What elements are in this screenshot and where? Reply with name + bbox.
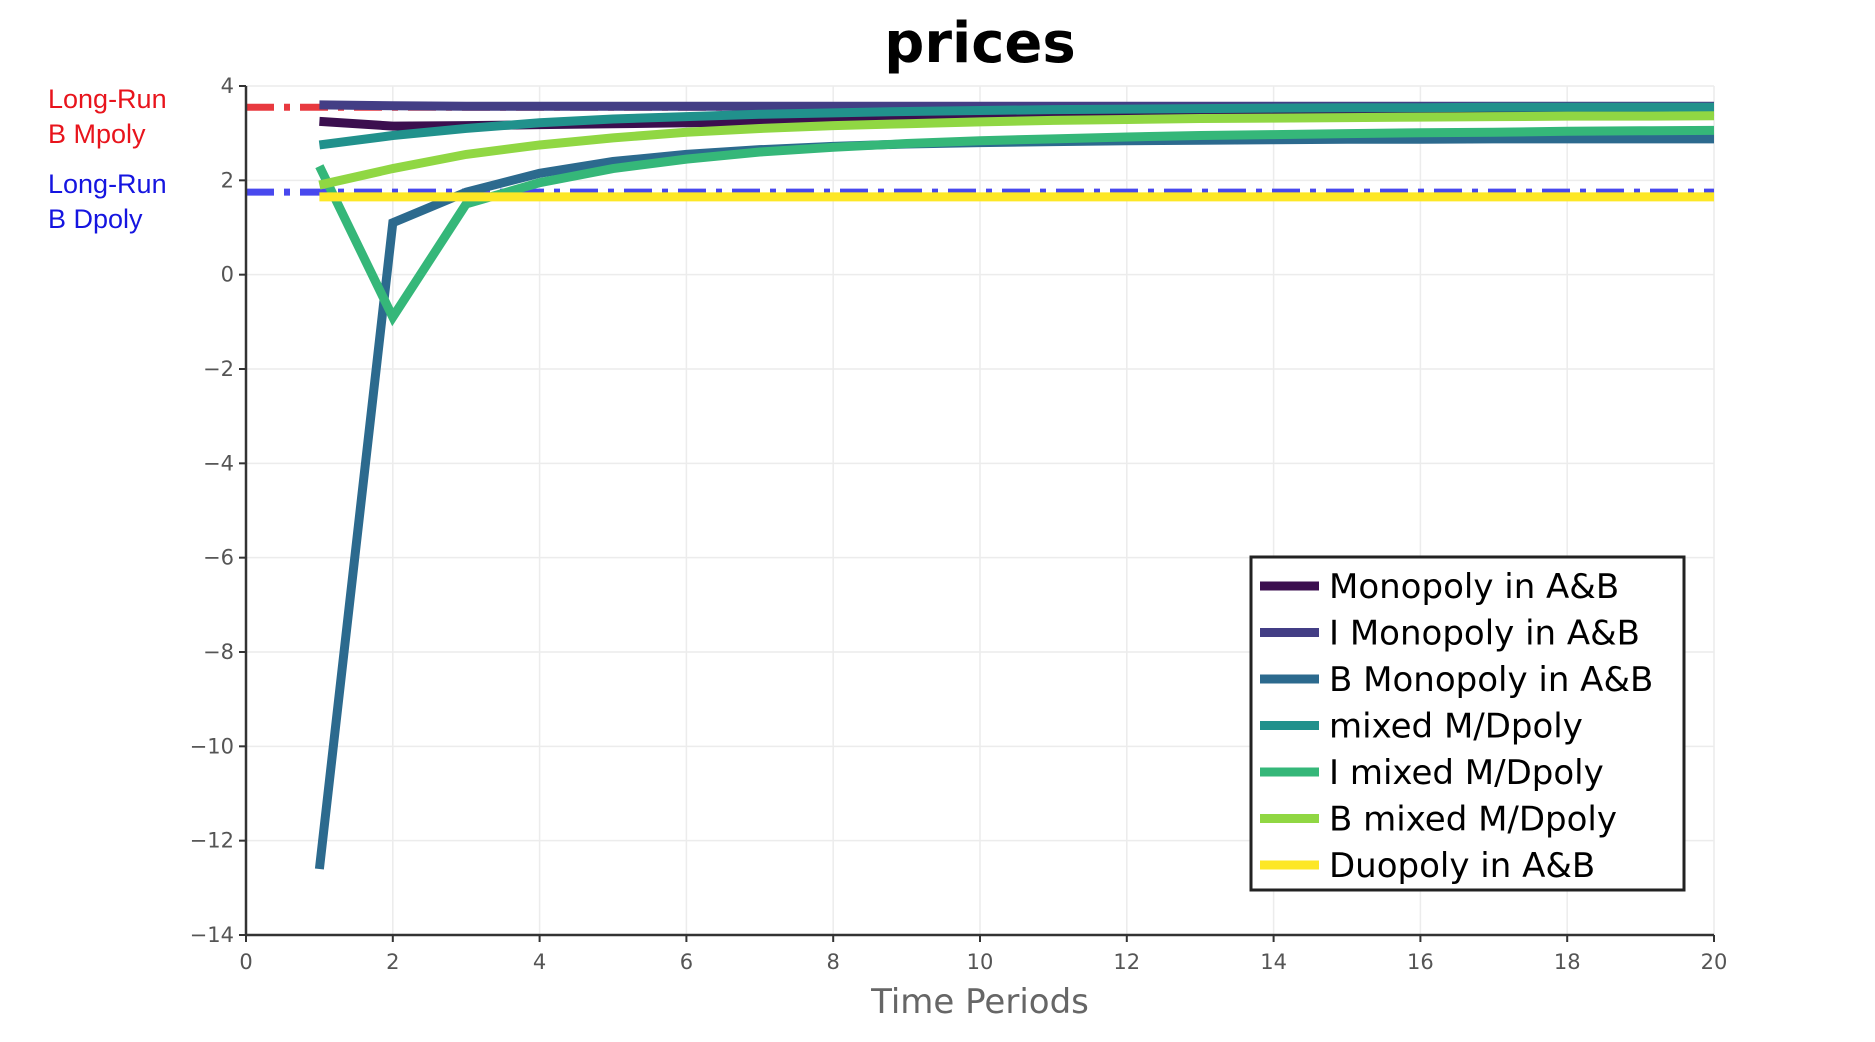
reference-line-labels: Long-Run B Mpoly Long-Run B Dpoly: [48, 84, 167, 234]
legend-label-5: I mixed M/Dpoly: [1329, 753, 1604, 793]
x-tick-label: 10: [967, 950, 994, 974]
x-tick-label: 14: [1260, 950, 1287, 974]
y-tick-label: −14: [190, 923, 234, 947]
y-tick-label: −8: [203, 640, 234, 664]
x-tick-label: 16: [1407, 950, 1434, 974]
grid: [246, 85, 1715, 935]
chart-title: prices: [884, 11, 1075, 76]
legend-label-2: I Monopoly in A&B: [1329, 614, 1640, 654]
y-tick-label: −10: [190, 734, 234, 758]
y-tick-label: 4: [221, 74, 234, 98]
x-tick-label: 12: [1113, 950, 1140, 974]
legend: Monopoly in A&B I Monopoly in A&B B Monopo…: [1249, 555, 1686, 892]
y-tick-label: −4: [203, 451, 234, 475]
legend-label-6: B mixed M/Dpoly: [1329, 800, 1617, 840]
reference-line-label-1: Long-Run B Mpoly: [48, 84, 167, 149]
x-tick-label: 8: [827, 950, 840, 974]
series-line-4: [318, 102, 1714, 150]
reference-line-label-2: Long-Run B Dpoly: [48, 169, 167, 234]
series-line-6: [318, 111, 1715, 190]
legend-label-4: mixed M/Dpoly: [1329, 707, 1583, 747]
x-tick-label: 18: [1554, 950, 1581, 974]
x-axis-title: Time Periods: [870, 982, 1089, 1022]
legend-box: [1249, 555, 1686, 892]
x-tick-label: 4: [533, 950, 546, 974]
y-tick-label: 0: [221, 263, 234, 287]
x-tick-label: 20: [1701, 950, 1728, 974]
y-tick-label: −2: [203, 357, 234, 381]
y-tick-label: −12: [190, 829, 234, 853]
y-tick-label: 2: [221, 168, 234, 192]
x-tick-label: 2: [386, 950, 399, 974]
legend-label-3: B Monopoly in A&B: [1329, 660, 1653, 700]
legend-label-1: Monopoly in A&B: [1329, 567, 1619, 607]
x-tick-label: 6: [680, 950, 693, 974]
x-tick-label: 0: [239, 950, 252, 974]
series-lines: [314, 100, 1715, 870]
series-line-5: [315, 125, 1715, 327]
y-axis-ticks: 4 2 0 −2 −4 −6 −8 −10 −12 −14: [190, 74, 246, 947]
legend-label-7: Duopoly in A&B: [1329, 846, 1595, 886]
x-axis-ticks: 0 2 4 6 8 10 12 14 16 18 20: [239, 935, 1727, 974]
y-tick-label: −6: [203, 546, 234, 570]
